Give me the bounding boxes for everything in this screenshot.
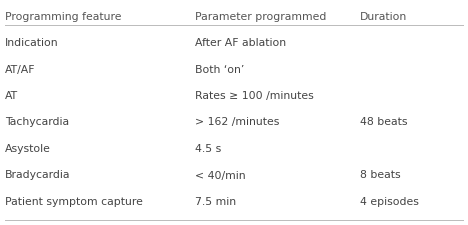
Text: Programming feature: Programming feature <box>5 12 122 22</box>
Text: Parameter programmed: Parameter programmed <box>195 12 326 22</box>
Text: Indication: Indication <box>5 38 58 48</box>
Text: Both ‘on’: Both ‘on’ <box>195 64 244 74</box>
Text: > 162 /minutes: > 162 /minutes <box>195 117 279 127</box>
Text: Bradycardia: Bradycardia <box>5 170 71 180</box>
Text: Patient symptom capture: Patient symptom capture <box>5 196 143 206</box>
Text: AT: AT <box>5 91 18 101</box>
Text: 48 beats: 48 beats <box>360 117 408 127</box>
Text: After AF ablation: After AF ablation <box>195 38 286 48</box>
Text: Tachycardia: Tachycardia <box>5 117 69 127</box>
Text: Rates ≥ 100 /minutes: Rates ≥ 100 /minutes <box>195 91 314 101</box>
Text: 8 beats: 8 beats <box>360 170 401 180</box>
Text: 4.5 s: 4.5 s <box>195 143 221 153</box>
Text: 4 episodes: 4 episodes <box>360 196 419 206</box>
Text: 7.5 min: 7.5 min <box>195 196 236 206</box>
Text: Duration: Duration <box>360 12 407 22</box>
Text: AT/AF: AT/AF <box>5 64 36 74</box>
Text: Asystole: Asystole <box>5 143 51 153</box>
Text: < 40/min: < 40/min <box>195 170 246 180</box>
